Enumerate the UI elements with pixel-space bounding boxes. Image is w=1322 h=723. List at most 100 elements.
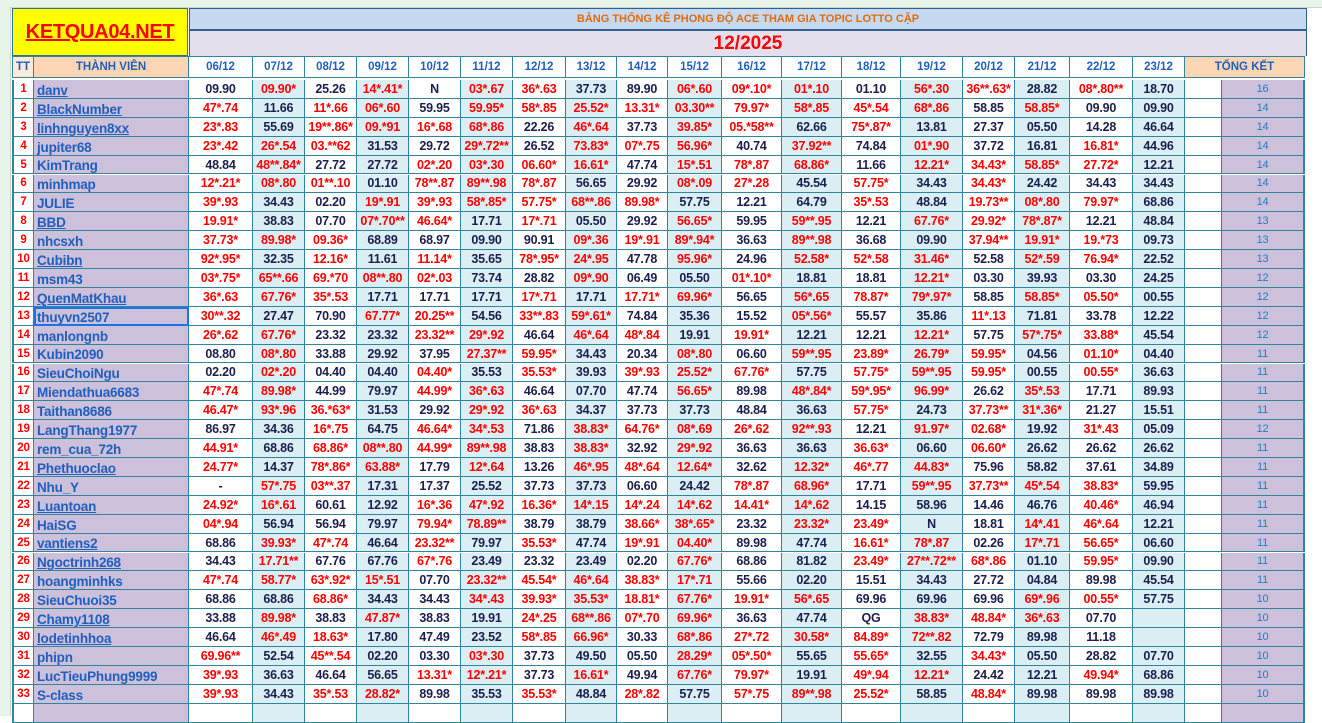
result-cell[interactable]: 26.52 (513, 136, 566, 156)
result-cell[interactable]: 92*.95* (189, 250, 253, 269)
result-cell[interactable]: 30.33 (617, 628, 668, 647)
member-name[interactable]: manlongnb (34, 325, 189, 345)
result-cell[interactable]: 17.37 (409, 476, 461, 496)
result-cell[interactable]: 57.75 (1133, 590, 1185, 610)
result-cell[interactable]: 17.71 (461, 287, 513, 307)
result-cell[interactable]: 27.47 (253, 306, 305, 326)
result-cell[interactable]: 24.92* (189, 495, 253, 515)
result-cell[interactable]: 89.93 (1133, 382, 1185, 402)
empty-cell[interactable] (1185, 382, 1222, 402)
result-cell[interactable]: 39.85* (668, 117, 722, 137)
result-cell[interactable]: 32.55 (901, 647, 963, 666)
result-cell[interactable]: 15*.51 (668, 155, 722, 175)
result-cell[interactable]: 03**.37 (305, 476, 357, 496)
result-cell[interactable]: 05.50* (1070, 287, 1133, 307)
result-cell[interactable]: 28*.82 (617, 684, 668, 704)
result-cell[interactable]: 00.55 (1133, 287, 1185, 307)
result-cell[interactable]: 46.64* (409, 420, 461, 440)
result-cell[interactable]: 68.96* (782, 476, 842, 496)
result-cell[interactable]: 17.71 (1070, 382, 1133, 402)
result-cell[interactable]: 55.65 (782, 647, 842, 666)
result-cell[interactable]: 02*.20 (409, 155, 461, 175)
result-cell[interactable]: 31*.43 (1070, 420, 1133, 440)
result-cell[interactable]: 17.71** (253, 552, 305, 572)
result-cell[interactable]: 02.26 (963, 533, 1015, 553)
empty-cell[interactable] (1185, 344, 1222, 364)
result-cell[interactable]: 46.94 (1133, 495, 1185, 515)
result-cell[interactable]: 12.16* (305, 250, 357, 269)
result-cell[interactable]: 24.42 (1015, 174, 1070, 194)
result-cell[interactable]: 19.*73 (1070, 231, 1133, 251)
result-cell[interactable]: 29.92 (409, 401, 461, 421)
result-cell[interactable]: 05*.50* (722, 647, 782, 666)
result-cell[interactable]: 08*.80 (1015, 193, 1070, 213)
result-cell[interactable]: 25.52* (842, 684, 901, 704)
result-cell[interactable]: 27*.28 (722, 174, 782, 194)
result-cell[interactable]: 02.20 (305, 193, 357, 213)
result-cell[interactable]: 24.42 (963, 665, 1015, 685)
result-cell[interactable]: 38.83* (617, 571, 668, 591)
result-cell[interactable]: 34.36 (253, 420, 305, 440)
result-cell[interactable]: 17.71 (842, 476, 901, 496)
empty-cell[interactable] (1185, 590, 1222, 610)
result-cell[interactable]: 48*.84 (617, 325, 668, 345)
result-cell[interactable]: 16*.61 (253, 495, 305, 515)
result-cell[interactable]: 06.49 (617, 269, 668, 288)
result-cell[interactable]: 67.76* (722, 363, 782, 383)
result-cell[interactable]: 58*.85 (782, 98, 842, 118)
result-cell[interactable]: 48.84 (901, 193, 963, 213)
result-cell[interactable]: 25.26 (305, 80, 357, 99)
result-cell[interactable]: 72**.82 (901, 628, 963, 647)
result-cell[interactable]: 56.65 (357, 665, 409, 685)
result-cell[interactable]: 35*.53 (305, 684, 357, 704)
member-name[interactable]: Cubibn (34, 250, 189, 269)
result-cell[interactable]: 46*.64 (1070, 514, 1133, 534)
result-cell[interactable]: 68.86 (1133, 665, 1185, 685)
empty-cell[interactable] (1185, 306, 1222, 326)
result-cell[interactable]: 34.43 (253, 193, 305, 213)
result-cell[interactable]: 33.88 (305, 344, 357, 364)
empty-cell[interactable] (1185, 231, 1222, 251)
result-cell[interactable]: 69.96 (963, 590, 1015, 610)
result-cell[interactable]: 07*.70** (357, 212, 409, 232)
result-cell[interactable]: 28.82 (1070, 647, 1133, 666)
result-cell[interactable]: 46*.64 (566, 325, 617, 345)
result-cell[interactable]: 17.71 (409, 287, 461, 307)
result-cell[interactable]: 36.63 (722, 609, 782, 629)
result-cell[interactable]: 09.73 (1133, 231, 1185, 251)
result-cell[interactable]: 09.90* (253, 80, 305, 99)
result-cell[interactable]: 57.75* (842, 174, 901, 194)
result-cell[interactable]: 81.82 (782, 552, 842, 572)
result-cell[interactable]: 59**.95 (901, 363, 963, 383)
result-cell[interactable]: 47.74 (782, 533, 842, 553)
result-cell[interactable]: 14*.15 (566, 495, 617, 515)
result-cell[interactable]: 19.73** (963, 193, 1015, 213)
result-cell[interactable]: 89.98 (1133, 684, 1185, 704)
result-cell[interactable]: 03*.30 (461, 647, 513, 666)
result-cell[interactable]: 02.20 (357, 647, 409, 666)
result-cell[interactable]: 36.63 (782, 401, 842, 421)
result-cell[interactable]: 48.84 (566, 684, 617, 704)
result-cell[interactable]: 48*.64 (617, 458, 668, 477)
result-cell[interactable]: 47.74 (782, 609, 842, 629)
result-cell[interactable]: 29*.92 (461, 325, 513, 345)
result-cell[interactable]: 11.66 (253, 98, 305, 118)
result-cell[interactable]: 89**.98 (461, 439, 513, 458)
result-cell[interactable]: 45**.54 (305, 647, 357, 666)
result-cell[interactable]: 67.76 (357, 552, 409, 572)
result-cell[interactable]: 27**.72** (901, 552, 963, 572)
result-cell[interactable]: 47.87* (357, 609, 409, 629)
result-cell[interactable]: 59.95 (722, 212, 782, 232)
result-cell[interactable]: 08*.69 (668, 420, 722, 440)
result-cell[interactable]: 14.37 (253, 458, 305, 477)
result-cell[interactable]: 67.76* (253, 325, 305, 345)
result-cell[interactable]: 78**.87 (409, 174, 461, 194)
result-cell[interactable]: 34.43 (1070, 174, 1133, 194)
result-cell[interactable]: 58.85* (1015, 155, 1070, 175)
result-cell[interactable]: 16.61* (566, 665, 617, 685)
result-cell[interactable]: 03*.30 (461, 155, 513, 175)
result-cell[interactable]: 89.98 (722, 533, 782, 553)
result-cell[interactable]: 15*.51 (357, 571, 409, 591)
result-cell[interactable]: 28.29* (668, 647, 722, 666)
result-cell[interactable]: 08*.80** (1070, 80, 1133, 99)
